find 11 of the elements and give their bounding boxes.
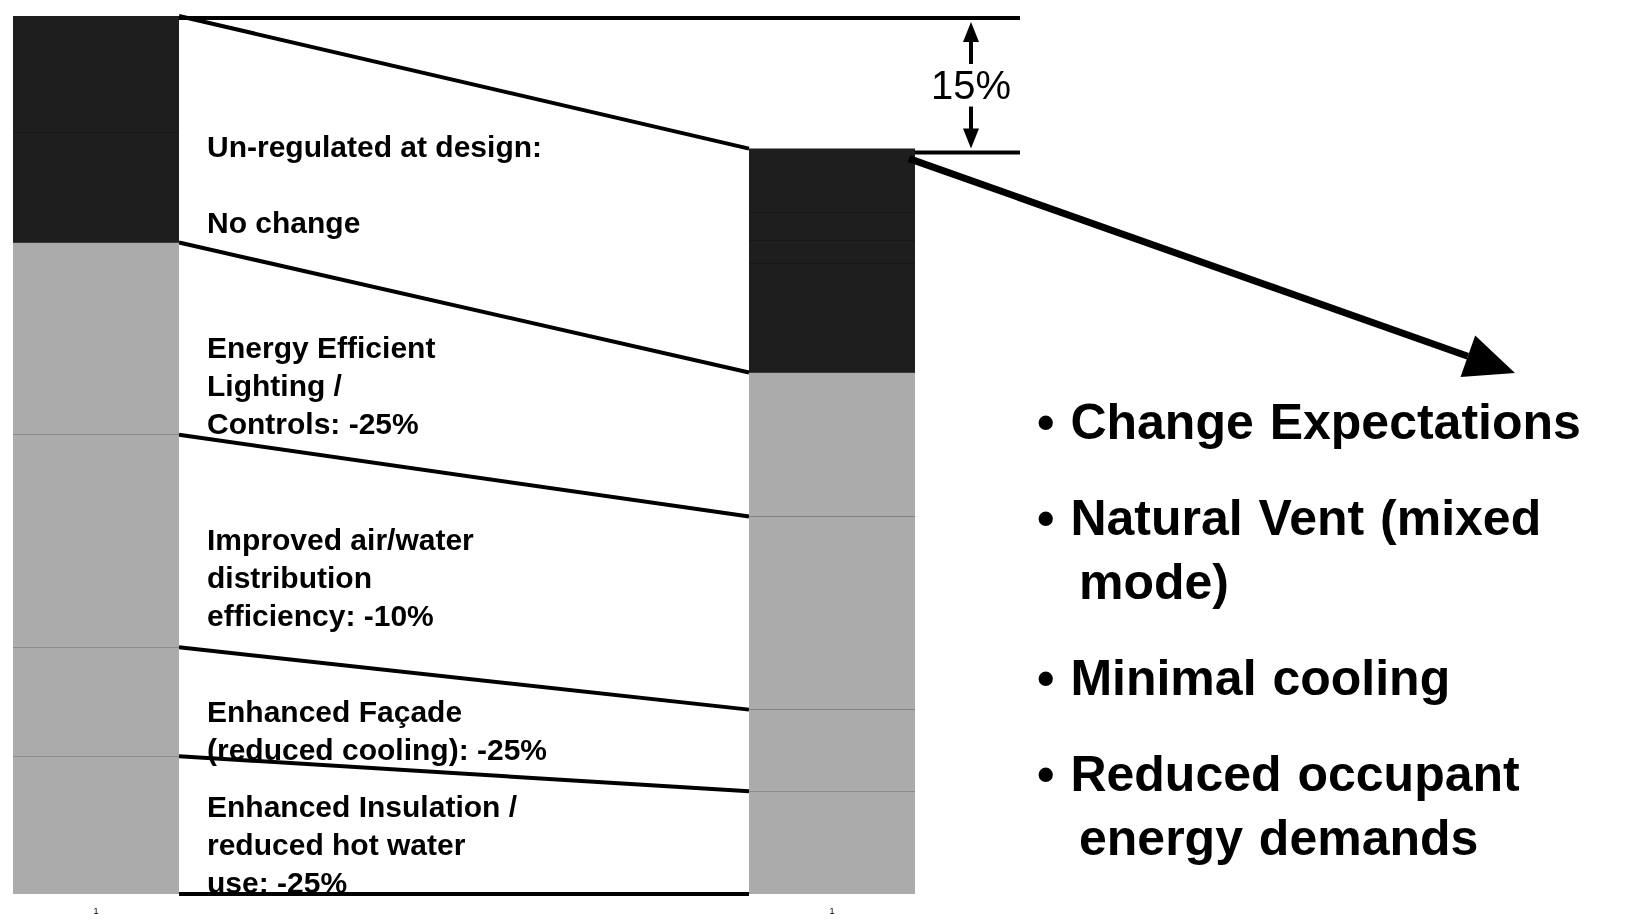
annotation: • Change Expectations — [1037, 393, 1582, 452]
annotation: • Reduced occupant energy demands — [1037, 745, 1521, 868]
annotation: Energy Efficient Lighting / Controls: -25% — [207, 330, 436, 443]
annotation: • Natural Vent (mixed mode) — [1037, 489, 1543, 612]
x-tick-label: 1 — [829, 905, 835, 916]
x-tick-label: 1 — [93, 905, 99, 916]
annotation: Enhanced Façade (reduced cooling): -25% — [207, 694, 548, 769]
text: Un-regulated at design: No change — [207, 129, 543, 239]
annotation: • Minimal cooling — [1037, 649, 1452, 708]
annotation: 15% — [930, 62, 1012, 108]
annotation: Improved air/water distribution efficiency: -10% — [207, 521, 474, 634]
